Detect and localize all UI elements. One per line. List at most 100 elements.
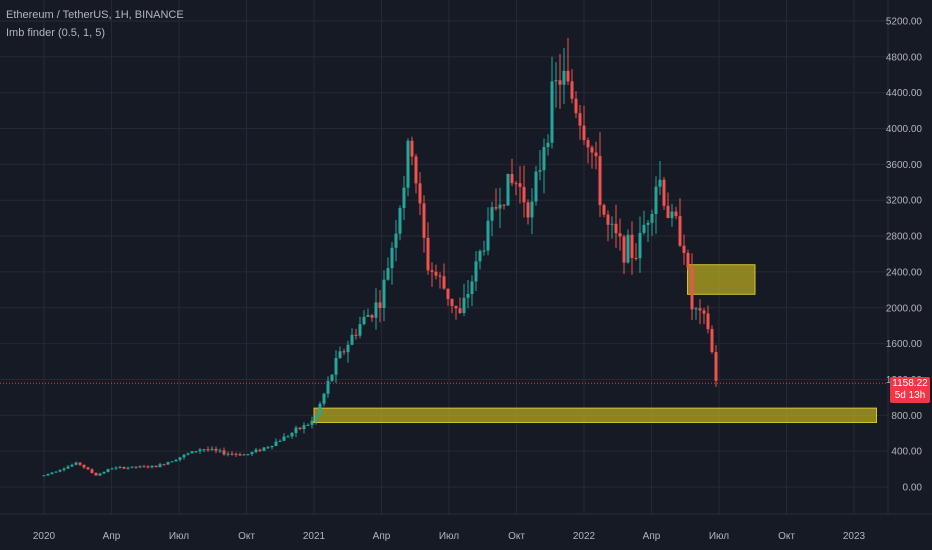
candle-body	[286, 436, 290, 438]
candle-body	[258, 449, 262, 451]
indicator-title[interactable]: Imb finder (0.5, 1, 5)	[6, 27, 106, 39]
candle-body	[418, 183, 422, 204]
candle-body	[370, 315, 374, 318]
candle-body	[698, 308, 702, 311]
candle-body	[426, 237, 430, 271]
candle-body	[442, 276, 446, 289]
y-tick-label: 2000.00	[886, 303, 923, 314]
candle-body	[270, 445, 274, 448]
candle-body	[618, 233, 622, 237]
candle-body	[302, 425, 306, 430]
y-tick-label: 1600.00	[886, 339, 923, 350]
candle-body	[506, 174, 510, 206]
candle-body	[86, 467, 90, 470]
candle-body	[682, 245, 686, 253]
x-tick-label: 2023	[843, 531, 866, 542]
candle-body	[674, 211, 678, 217]
candle-body	[566, 70, 570, 82]
candle-body	[630, 234, 634, 258]
candle-body	[102, 471, 106, 474]
x-tick-label: Апр	[103, 531, 121, 542]
candle-body	[594, 152, 598, 157]
candle-body	[126, 467, 130, 469]
candle-body	[134, 466, 138, 468]
candle-body	[366, 315, 370, 317]
symbol-title[interactable]: Ethereum / TetherUS, 1H, BINANCE	[6, 9, 184, 21]
candle-body	[658, 179, 662, 187]
imbalance-zone	[313, 407, 877, 423]
candle-body	[238, 454, 242, 456]
candle-body	[46, 473, 50, 476]
x-tick-label: Окт	[508, 531, 525, 542]
candle-body	[282, 436, 286, 441]
candle-body	[146, 466, 150, 468]
candle-body	[470, 281, 474, 294]
y-tick-label: 4000.00	[886, 124, 923, 135]
y-tick-label: 2800.00	[886, 232, 923, 243]
candle-body	[386, 268, 390, 280]
candle-body	[158, 464, 162, 468]
candle-body	[482, 250, 486, 252]
candle-body	[702, 310, 706, 314]
candle-body	[354, 334, 358, 336]
candle-body	[466, 293, 470, 298]
price-axis[interactable]: 5200.00 4800.00 4400.00 4000.00 3600.00 3200.…	[886, 16, 923, 493]
candle-body	[342, 351, 346, 353]
candle-body	[122, 466, 126, 469]
candle-body	[318, 403, 322, 415]
candle-body	[110, 468, 114, 470]
imbalance-zones	[313, 264, 877, 423]
candle-body	[178, 457, 182, 460]
candle-body	[526, 202, 530, 218]
candle-body	[162, 464, 166, 466]
candle-body	[338, 351, 342, 358]
last-price-badge: 1158.22 5d 13h	[890, 377, 930, 404]
candle-body	[306, 424, 310, 426]
candle-body	[58, 470, 62, 472]
candle-body	[590, 147, 594, 153]
candle-body	[602, 204, 606, 215]
candle-body	[474, 261, 478, 282]
candle-body	[478, 251, 482, 262]
candle-body	[550, 81, 554, 143]
candle-body	[362, 316, 366, 325]
candle-body	[690, 267, 694, 310]
candle-body	[494, 207, 498, 209]
candle-body	[262, 447, 266, 451]
candle-body	[358, 324, 362, 336]
candle-body	[210, 448, 214, 450]
candle-body	[322, 393, 326, 404]
candle-body	[638, 232, 642, 259]
candle-body	[42, 475, 46, 477]
candle-body	[374, 302, 378, 318]
candle-body	[118, 466, 122, 468]
candle-body	[234, 453, 238, 455]
candle-body	[554, 80, 558, 82]
candle-body	[634, 257, 638, 259]
candle-body	[170, 461, 174, 463]
x-tick-label: 2020	[33, 531, 56, 542]
x-tick-label: Апр	[643, 531, 661, 542]
x-tick-label: Июл	[169, 531, 189, 542]
y-tick-label: 3600.00	[886, 160, 923, 171]
candle-body	[646, 222, 650, 225]
y-tick-label: 4800.00	[886, 52, 923, 63]
candle-body	[626, 234, 630, 263]
candle-body	[174, 459, 178, 462]
candle-body	[446, 288, 450, 299]
time-axis[interactable]: 2020 Апр Июл Окт 2021 Апр Июл Окт 2022 Апр Июл Окт 2…	[33, 531, 866, 542]
candle-body	[70, 464, 74, 467]
candle-body	[518, 183, 522, 187]
y-tick-label: 4400.00	[886, 88, 923, 99]
candle-body	[462, 297, 466, 313]
candle-body	[622, 236, 626, 263]
candle-body	[498, 204, 502, 209]
candle-body	[242, 454, 246, 456]
y-tick-label: 5200.00	[886, 16, 923, 27]
candle-body	[562, 70, 566, 85]
candle-body	[610, 223, 614, 225]
y-tick-label: 0.00	[903, 483, 923, 494]
candle-body	[74, 462, 78, 465]
